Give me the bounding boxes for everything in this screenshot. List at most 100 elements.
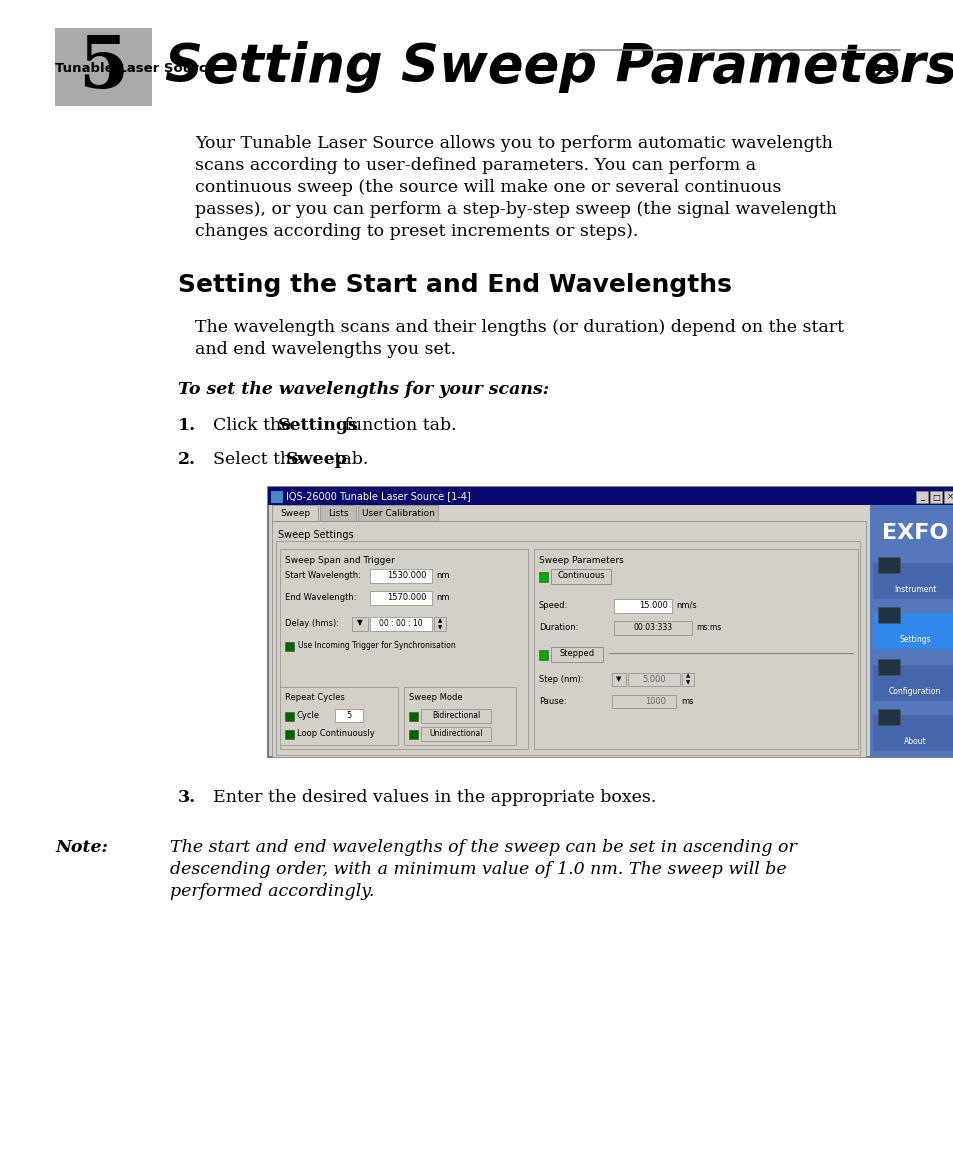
Text: Sweep Span and Trigger: Sweep Span and Trigger xyxy=(285,555,395,564)
Bar xyxy=(285,712,294,721)
Text: Select the: Select the xyxy=(213,451,307,468)
Text: 1.: 1. xyxy=(178,417,196,433)
Text: ▲: ▲ xyxy=(437,619,441,624)
Bar xyxy=(612,695,676,708)
Text: 00 : 00 : 10: 00 : 00 : 10 xyxy=(378,619,422,627)
Text: 2.: 2. xyxy=(178,451,195,468)
Text: ▲: ▲ xyxy=(685,673,689,678)
Text: Sweep Parameters: Sweep Parameters xyxy=(538,555,623,564)
Text: Sweep: Sweep xyxy=(279,509,310,518)
Text: ▼: ▼ xyxy=(685,680,689,685)
Bar xyxy=(280,687,397,745)
Bar xyxy=(877,709,899,726)
Bar xyxy=(409,730,417,739)
Text: Unidirectional: Unidirectional xyxy=(429,729,482,737)
Text: Sweep Settings: Sweep Settings xyxy=(277,530,354,540)
Bar xyxy=(627,673,679,686)
Bar xyxy=(872,665,953,701)
Bar xyxy=(614,621,691,635)
Text: Note:: Note: xyxy=(55,839,108,857)
Text: Click the: Click the xyxy=(213,417,296,433)
Text: scans according to user-defined parameters. You can perform a: scans according to user-defined paramete… xyxy=(194,156,756,174)
Text: The wavelength scans and their lengths (or duration) depend on the start: The wavelength scans and their lengths (… xyxy=(194,319,843,336)
Text: Instrument: Instrument xyxy=(893,584,935,593)
Text: function tab.: function tab. xyxy=(338,417,456,433)
Text: Setting Sweep Parameters: Setting Sweep Parameters xyxy=(165,41,953,93)
Text: 5.000: 5.000 xyxy=(641,675,665,684)
Text: Sweep Mode: Sweep Mode xyxy=(409,693,462,702)
Text: Settings: Settings xyxy=(277,417,358,433)
Bar xyxy=(319,505,355,522)
Text: 3.: 3. xyxy=(178,789,196,806)
Bar xyxy=(420,709,491,723)
Text: Speed:: Speed: xyxy=(538,600,568,610)
Text: and end wavelengths you set.: and end wavelengths you set. xyxy=(194,341,456,358)
Text: Tunable Laser Source: Tunable Laser Source xyxy=(55,61,215,75)
Bar xyxy=(434,617,446,630)
Bar xyxy=(370,617,432,630)
Text: Cycle: Cycle xyxy=(296,710,320,720)
Bar xyxy=(943,491,953,503)
Text: 00:03:333: 00:03:333 xyxy=(633,622,672,632)
Text: Start Wavelength:: Start Wavelength: xyxy=(285,570,360,580)
Text: passes), or you can perform a step-by-step sweep (the signal wavelength: passes), or you can perform a step-by-st… xyxy=(194,201,836,218)
Text: IQS-26000 Tunable Laser Source [1-4]: IQS-26000 Tunable Laser Source [1-4] xyxy=(286,491,470,501)
Text: 1000: 1000 xyxy=(644,697,665,706)
Text: Enter the desired values in the appropriate boxes.: Enter the desired values in the appropri… xyxy=(213,789,656,806)
Text: continuous sweep (the source will make one or several continuous: continuous sweep (the source will make o… xyxy=(194,178,781,196)
Text: Continuous: Continuous xyxy=(557,570,604,580)
Bar xyxy=(370,569,432,583)
Text: The start and end wavelengths of the sweep can be set in ascending or: The start and end wavelengths of the swe… xyxy=(170,839,796,857)
Bar xyxy=(420,727,491,741)
Text: _: _ xyxy=(919,493,923,502)
Bar xyxy=(285,730,294,739)
Text: nm: nm xyxy=(436,570,449,580)
Bar xyxy=(280,549,527,749)
Text: Lists: Lists xyxy=(328,509,348,518)
Bar xyxy=(877,557,899,573)
Text: EXFO: EXFO xyxy=(881,523,947,544)
Bar xyxy=(268,487,953,757)
Bar xyxy=(872,715,953,751)
Text: Your Tunable Laser Source allows you to perform automatic wavelength: Your Tunable Laser Source allows you to … xyxy=(194,134,832,152)
Text: ms:ms: ms:ms xyxy=(696,622,720,632)
Bar xyxy=(538,650,547,659)
Text: ×: × xyxy=(945,493,952,502)
Text: Step (nm):: Step (nm): xyxy=(538,675,583,684)
Text: User Calibration: User Calibration xyxy=(361,509,434,518)
Bar xyxy=(681,673,693,686)
Text: Settings: Settings xyxy=(899,634,930,643)
Bar xyxy=(534,549,857,749)
Text: Stepped: Stepped xyxy=(558,649,594,657)
Bar xyxy=(612,673,625,686)
Bar xyxy=(929,491,941,503)
Text: About: About xyxy=(902,736,925,745)
Bar xyxy=(370,591,432,605)
Bar xyxy=(403,687,516,745)
Text: Duration:: Duration: xyxy=(538,622,578,632)
Bar xyxy=(272,505,317,522)
Bar xyxy=(869,505,953,757)
Text: 15.000: 15.000 xyxy=(639,600,667,610)
Bar xyxy=(275,541,859,755)
Bar xyxy=(409,712,417,721)
Text: changes according to preset increments or steps).: changes according to preset increments o… xyxy=(194,223,638,240)
Text: Loop Continuously: Loop Continuously xyxy=(296,729,375,737)
Bar xyxy=(872,563,953,599)
Text: nm: nm xyxy=(436,592,449,602)
Bar xyxy=(55,28,152,105)
Bar xyxy=(551,569,610,584)
Text: 5: 5 xyxy=(78,31,129,102)
Text: Pause:: Pause: xyxy=(538,697,566,706)
Text: 1570.000: 1570.000 xyxy=(387,592,427,602)
Bar xyxy=(877,607,899,624)
Bar xyxy=(268,487,953,505)
Bar xyxy=(357,505,437,522)
Bar xyxy=(614,599,671,613)
Text: ▼: ▼ xyxy=(437,626,441,630)
Bar xyxy=(877,659,899,675)
Bar xyxy=(915,491,927,503)
Text: To set the wavelengths for your scans:: To set the wavelengths for your scans: xyxy=(178,381,549,398)
Text: End Wavelength:: End Wavelength: xyxy=(285,592,356,602)
Text: Bidirectional: Bidirectional xyxy=(432,710,479,720)
